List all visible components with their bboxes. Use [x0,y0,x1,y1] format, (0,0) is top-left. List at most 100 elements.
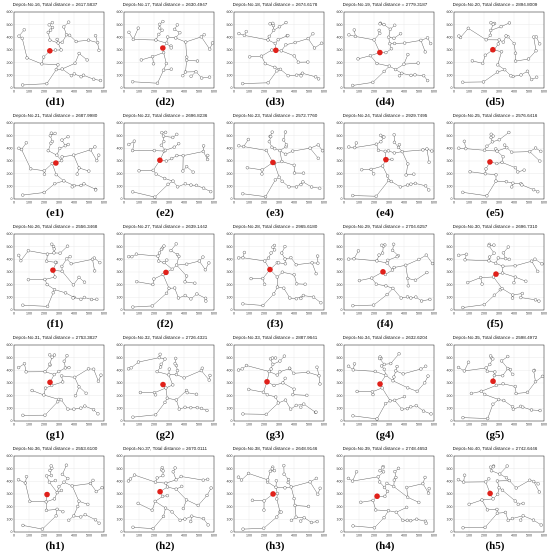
customer-node [533,380,538,384]
customer-node [405,518,409,522]
customer-node [294,263,298,267]
route-edge [371,165,383,170]
customer-node [409,519,413,523]
customer-node [55,37,59,42]
route-edge [484,513,498,528]
customer-node [301,171,306,175]
panel-label: (e3) [266,207,284,219]
route-edge [483,71,498,83]
customer-node [275,275,279,279]
customer-node [424,184,428,188]
customer-node [17,34,21,38]
y-tick-label: 100 [7,518,13,522]
customer-node [484,167,488,171]
customer-node [58,251,62,255]
customer-node [272,248,277,252]
customer-node [310,261,314,265]
route-edge [394,265,406,268]
route-edge [502,272,516,278]
customer-node [55,491,59,495]
customer-node [21,523,25,528]
customer-node [489,135,493,140]
customer-node [138,390,143,395]
customer-node [394,369,398,373]
customer-node [416,61,420,65]
y-tick-label: 100 [117,74,123,78]
route-edge [83,183,96,190]
customer-node [273,147,277,151]
customer-node [457,253,461,257]
route-edge [25,482,30,502]
customer-node [495,161,499,166]
x-tick-label: 400 [181,423,187,427]
route-edge [291,486,295,499]
y-tick-label: 0 [341,530,343,534]
y-tick-label: 300 [227,270,233,274]
customer-node [489,21,493,25]
customer-node [532,35,536,39]
customer-node [415,517,419,521]
route-edge [465,148,485,151]
customer-node [406,52,410,57]
customer-node [282,464,286,468]
route-edge [390,353,400,364]
route-edge [394,396,405,401]
route-edge [486,180,497,196]
route-edge [281,50,295,57]
customer-node [43,277,47,282]
customer-node [299,296,303,301]
customer-node [409,182,413,186]
panel-e3: 0 100 200 300 400 500 600 0 100 200 300 400 500 600 De… [220,111,330,222]
customer-node [499,50,504,54]
customer-node [42,172,47,176]
y-tick-label: 600 [447,232,453,236]
y-tick-label: 300 [117,270,123,274]
customer-node [320,41,324,45]
route-edge [132,527,154,529]
y-tick-label: 300 [7,381,13,385]
customer-node [273,356,278,360]
customer-node [355,389,359,394]
x-tick-label: 300 [56,201,62,205]
x-tick-label: 600 [321,534,327,538]
x-tick-label: 400 [71,90,77,94]
depot-marker [374,493,380,500]
customer-node [52,353,57,357]
panel-g2: 0 100 200 300 400 500 600 0 100 200 300 400 500 600 De… [110,333,220,444]
y-tick-label: 100 [117,518,123,522]
panel-title: Depot=No.23, Total distance = 2572.7760 [232,113,318,118]
route-edge [490,26,502,31]
customer-node [176,296,181,300]
customer-node [286,477,291,482]
customer-node [485,369,489,373]
customer-node [48,362,52,366]
customer-node [96,379,101,383]
customer-node [419,38,423,42]
customer-node [207,378,211,382]
panel-f4: 0 100 200 300 400 500 600 0 100 200 300 400 500 600 De… [330,222,440,333]
customer-node [59,398,63,402]
customer-node [496,256,500,260]
customer-node [95,41,100,45]
customer-node [271,21,275,25]
customer-node [53,131,57,136]
route-edge [243,146,267,151]
customer-node [171,383,175,387]
customer-node [246,471,251,476]
customer-node [492,251,496,255]
panel-title: Depot=No.34, Total distance = 2632.6204 [342,335,428,340]
y-tick-label: 200 [7,283,13,287]
y-tick-label: 500 [337,467,343,471]
customer-node [72,72,76,76]
y-tick-label: 0 [231,530,233,534]
customer-node [200,76,204,80]
customer-node [301,180,305,184]
customer-node [320,149,325,153]
route-edge [85,514,96,520]
customer-node [464,252,469,256]
depot-marker [490,46,496,53]
customer-node [500,271,505,275]
customer-node [409,73,413,77]
customer-node [126,367,131,371]
